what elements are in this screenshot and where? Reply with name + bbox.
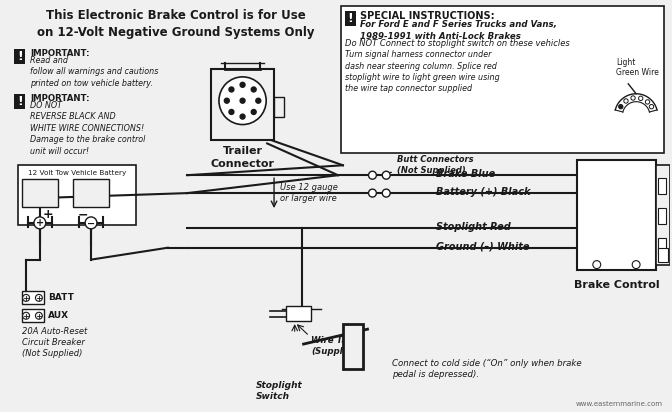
Text: +: + [42, 208, 53, 221]
Bar [656, 165, 669, 265]
Circle shape [631, 96, 635, 100]
Text: Trailer
Connector: Trailer Connector [210, 146, 275, 169]
Text: Turn signal harness connector under
dash near steering column. Splice red
stopli: Turn signal harness connector under dash… [345, 50, 500, 94]
Bar [211, 69, 274, 140]
Bar [345, 11, 355, 26]
Circle shape [649, 105, 654, 109]
Circle shape [638, 96, 643, 101]
Circle shape [619, 105, 623, 109]
Text: !: ! [17, 95, 23, 108]
Circle shape [23, 312, 30, 319]
Bar [658, 178, 666, 194]
Bar [343, 324, 363, 369]
Text: Brake Control: Brake Control [574, 279, 659, 290]
Circle shape [368, 189, 376, 197]
Text: −: − [87, 218, 95, 228]
Text: Stoplight Red: Stoplight Red [436, 222, 511, 232]
Bar [22, 179, 58, 207]
Bar [22, 309, 44, 322]
Text: Use 12 gauge
or larger wire: Use 12 gauge or larger wire [280, 183, 338, 203]
Bar [658, 238, 666, 254]
Circle shape [229, 87, 234, 92]
Bar [658, 248, 667, 262]
Circle shape [382, 189, 390, 197]
Circle shape [632, 261, 640, 269]
Text: −: − [78, 208, 89, 221]
Text: IMPORTANT:: IMPORTANT: [30, 49, 89, 58]
Circle shape [23, 295, 30, 301]
Circle shape [36, 312, 42, 319]
Text: Wire Tap
(Supplied): Wire Tap (Supplied) [311, 336, 362, 356]
Bar [18, 165, 136, 225]
Text: Butt Connectors
(Not Supplied): Butt Connectors (Not Supplied) [383, 155, 474, 176]
Circle shape [240, 82, 245, 87]
Text: 20A Auto-Reset
Circuit Breaker
(Not Supplied): 20A Auto-Reset Circuit Breaker (Not Supp… [22, 327, 87, 358]
Bar [286, 306, 311, 321]
Text: Connect to cold side (“On” only when brake
pedal is depressed).: Connect to cold side (“On” only when bra… [392, 359, 582, 379]
Bar [22, 291, 44, 304]
Circle shape [240, 114, 245, 119]
Text: !: ! [17, 50, 23, 63]
Bar [14, 49, 25, 64]
Circle shape [85, 217, 97, 229]
Text: IMPORTANT:: IMPORTANT: [30, 94, 89, 103]
Text: BATT: BATT [48, 293, 74, 302]
Bar [14, 94, 25, 109]
Text: Ground (–) White: Ground (–) White [436, 242, 530, 252]
Text: Light
Green Wire: Light Green Wire [616, 58, 659, 77]
Text: DO NOT
REVERSE BLACK AND
WHITE WIRE CONNECTIONS!
Damage to the brake control
uni: DO NOT REVERSE BLACK AND WHITE WIRE CONN… [30, 101, 145, 155]
Circle shape [624, 99, 628, 103]
Circle shape [251, 110, 256, 115]
Circle shape [34, 217, 46, 229]
Text: SPECIAL INSTRUCTIONS:: SPECIAL INSTRUCTIONS: [360, 11, 495, 21]
Circle shape [368, 171, 376, 179]
Text: Do NOT Connect to stoplight switch on these vehicles: Do NOT Connect to stoplight switch on th… [345, 39, 570, 48]
Text: www.easternmarine.com: www.easternmarine.com [576, 400, 663, 407]
Text: Stoplight
Switch: Stoplight Switch [256, 381, 303, 401]
Text: This Electronic Brake Control is for Use
on 12-Volt Negative Ground Systems Only: This Electronic Brake Control is for Use… [37, 9, 314, 39]
Text: !: ! [347, 12, 353, 25]
Bar [658, 208, 666, 224]
Text: 12 Volt Tow Vehicle Battery: 12 Volt Tow Vehicle Battery [28, 170, 126, 176]
Circle shape [251, 87, 256, 92]
Circle shape [224, 98, 229, 103]
Circle shape [229, 110, 234, 115]
Text: For Ford E and F Series Trucks and Vans,
1989-1991 with Anti-Lock Brakes: For Ford E and F Series Trucks and Vans,… [360, 20, 556, 41]
Circle shape [593, 261, 601, 269]
Text: AUX: AUX [48, 311, 69, 320]
Bar [274, 97, 284, 117]
Bar [577, 160, 656, 269]
Bar [73, 179, 109, 207]
Text: +: + [36, 218, 44, 228]
Circle shape [382, 171, 390, 179]
Text: Brake Blue: Brake Blue [436, 169, 496, 179]
Circle shape [219, 77, 266, 124]
Text: Read and
follow all warnings and cautions
printed on tow vehicle battery.: Read and follow all warnings and caution… [30, 56, 159, 88]
Circle shape [256, 98, 261, 103]
Circle shape [240, 98, 245, 103]
Circle shape [645, 100, 650, 104]
Circle shape [36, 295, 42, 301]
Bar [341, 6, 664, 153]
Text: Battery (+) Black: Battery (+) Black [436, 187, 531, 197]
